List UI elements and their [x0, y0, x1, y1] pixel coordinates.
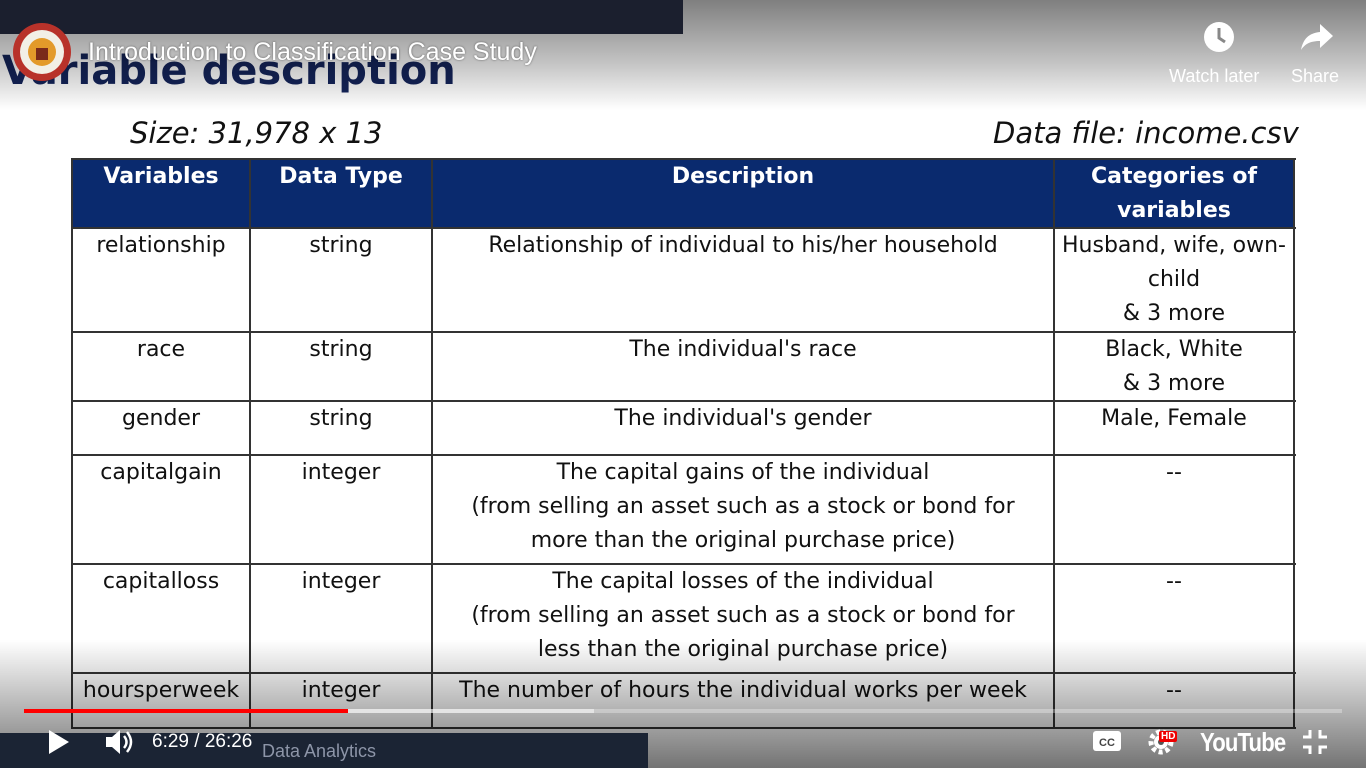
table-cell: relationship	[72, 228, 250, 332]
table-cell: capitalloss	[72, 564, 250, 673]
table-cell: string	[250, 401, 432, 455]
cell-line: gender	[122, 406, 200, 431]
row-border	[72, 331, 1296, 333]
time-display: 6:29 / 26:26	[152, 731, 253, 752]
cell-line: string	[309, 406, 373, 431]
column-border	[1293, 158, 1295, 729]
row-border	[72, 454, 1296, 456]
captions-button[interactable]: CC	[1092, 730, 1122, 752]
progress-played	[24, 709, 348, 713]
volume-button[interactable]	[104, 727, 136, 757]
column-border	[249, 158, 251, 729]
hd-badge: HD	[1159, 731, 1178, 742]
cell-line: Relationship of individual to his/her ho…	[488, 233, 998, 258]
cell-line: (from selling an asset such as a stock o…	[471, 494, 1015, 519]
cell-line: --	[1166, 569, 1182, 594]
table-cell: race	[72, 332, 250, 401]
data-file-label: Data file: income.csv	[993, 116, 1299, 150]
cell-line: The capital losses of the individual	[552, 569, 934, 594]
cell-line: capitalloss	[102, 569, 220, 594]
column-border	[431, 158, 433, 729]
cell-line: capitalgain	[100, 460, 222, 485]
table-cell: Male, Female	[1054, 401, 1294, 455]
cell-line: variables	[1117, 198, 1231, 223]
header-cell: Categories of variables	[1054, 159, 1294, 228]
cell-line: Categories of	[1090, 164, 1258, 189]
table-cell: capitalgain	[72, 455, 250, 564]
header-cell: Description	[432, 159, 1054, 228]
cell-line: & 3 more	[1122, 301, 1226, 326]
cell-line: string	[309, 337, 373, 362]
cell-line: The individual's gender	[614, 406, 872, 431]
header-cell: Variables	[72, 159, 250, 228]
cell-line: Husband, wife, own-	[1062, 233, 1286, 258]
column-border	[1053, 158, 1055, 729]
table-cell: Relationship of individual to his/her ho…	[432, 228, 1054, 332]
svg-text:CC: CC	[1099, 737, 1115, 749]
cell-line: --	[1166, 460, 1182, 485]
table-cell: gender	[72, 401, 250, 455]
row-border	[72, 563, 1296, 565]
cell-line: Male, Female	[1101, 406, 1247, 431]
size-label: Size: 31,978 x 13	[130, 116, 383, 150]
table-cell: --	[1054, 564, 1294, 673]
row-border	[72, 227, 1296, 229]
cell-line: integer	[301, 460, 381, 485]
exit-fullscreen-button[interactable]	[1302, 729, 1328, 755]
cell-line: more than the original purchase price)	[530, 528, 956, 553]
cell-line: Description	[671, 164, 815, 189]
column-border	[71, 158, 73, 729]
share-label[interactable]: Share	[1291, 66, 1340, 86]
share-icon[interactable]	[1300, 22, 1334, 52]
header-background	[72, 159, 1294, 228]
cell-line: string	[309, 233, 373, 258]
cell-line: Black, White	[1105, 337, 1243, 362]
watch-later-icon[interactable]	[1202, 20, 1236, 54]
table-cell: The individual's gender	[432, 401, 1054, 455]
channel-logo[interactable]	[12, 22, 72, 82]
strip-text: Data Analytics	[262, 741, 377, 761]
progress-track[interactable]	[24, 709, 1342, 713]
play-button[interactable]	[46, 728, 72, 756]
table-cell: --	[1054, 455, 1294, 564]
cell-line: child	[1147, 267, 1201, 292]
cell-line: (from selling an asset such as a stock o…	[471, 603, 1015, 628]
table-cell: integer	[250, 564, 432, 673]
video-title[interactable]: Introduction to Classification Case Stud…	[88, 38, 537, 66]
table-cell: string	[250, 332, 432, 401]
top-strip	[0, 0, 683, 34]
header-cell: Data Type	[250, 159, 432, 228]
watch-later-label[interactable]: Watch later	[1169, 66, 1260, 86]
cell-line: The individual's race	[629, 337, 857, 362]
table-cell: The capital gains of the individual (from…	[432, 455, 1054, 564]
cell-line: & 3 more	[1122, 371, 1226, 396]
cell-line: race	[136, 337, 186, 362]
table-cell: Black, White & 3 more	[1054, 332, 1294, 401]
cell-line: relationship	[96, 233, 226, 258]
cell-line: integer	[301, 569, 381, 594]
table-cell: The individual's race	[432, 332, 1054, 401]
cell-line: The capital gains of the individual	[556, 460, 930, 485]
table-cell: integer	[250, 455, 432, 564]
row-border	[72, 400, 1296, 402]
table-cell: string	[250, 228, 432, 332]
cell-line: Data Type	[279, 164, 403, 189]
table-cell: Husband, wife, own-child & 3 more	[1054, 228, 1294, 332]
youtube-logo[interactable]: YouTube	[1200, 727, 1286, 757]
row-border	[72, 158, 1296, 160]
cell-line: Variables	[103, 164, 219, 189]
